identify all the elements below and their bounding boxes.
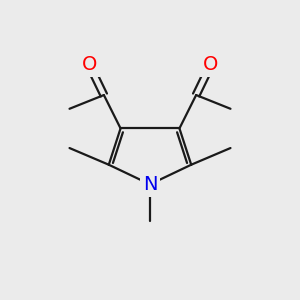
- Text: O: O: [203, 55, 218, 74]
- Text: N: N: [143, 175, 157, 194]
- Text: O: O: [82, 55, 97, 74]
